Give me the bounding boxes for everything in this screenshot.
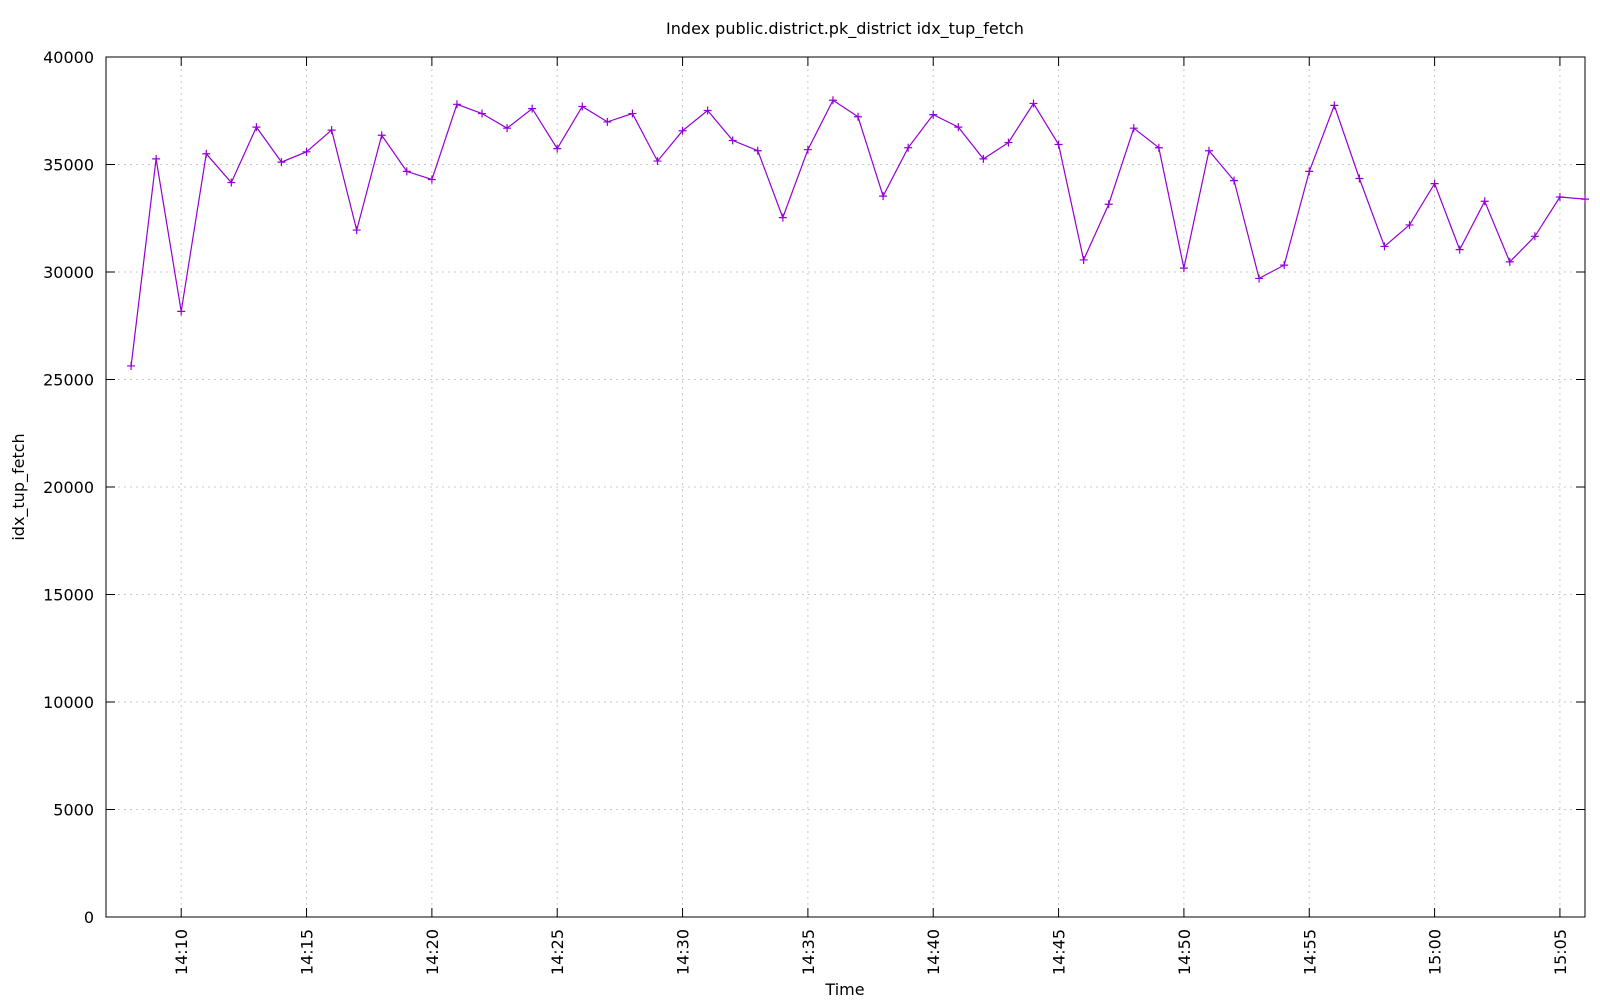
data-point xyxy=(227,178,236,187)
x-tick-label: 14:40 xyxy=(924,929,943,975)
data-point xyxy=(1480,197,1489,206)
data-point xyxy=(377,131,386,140)
y-tick-label: 20000 xyxy=(43,478,94,497)
data-point xyxy=(177,307,186,316)
data-point xyxy=(528,104,537,113)
data-point xyxy=(954,123,963,132)
y-tick-label: 10000 xyxy=(43,693,94,712)
data-point xyxy=(603,117,612,126)
y-axis-label: idx_tup_fetch xyxy=(9,433,29,540)
x-tick-label: 14:30 xyxy=(674,929,693,975)
data-point xyxy=(1305,167,1314,176)
plot-frame xyxy=(105,56,1586,918)
data-point xyxy=(1405,220,1414,229)
y-tick-label: 15000 xyxy=(43,586,94,605)
data-point xyxy=(402,167,411,176)
data-point xyxy=(1330,101,1339,110)
x-tick-label: 14:55 xyxy=(1300,929,1319,975)
x-tick-label: 15:00 xyxy=(1426,929,1445,975)
x-tick-label: 14:15 xyxy=(298,929,317,975)
data-point xyxy=(1581,195,1589,204)
data-point xyxy=(678,126,687,135)
data-point xyxy=(904,143,913,152)
y-tick-label: 30000 xyxy=(43,263,94,282)
x-tick-label: 14:10 xyxy=(172,929,191,975)
data-point xyxy=(653,157,662,166)
data-point xyxy=(803,145,812,154)
data-point xyxy=(277,158,286,167)
data-point xyxy=(1505,257,1514,266)
y-tick-label: 5000 xyxy=(53,801,94,820)
data-point xyxy=(1430,179,1439,188)
data-point xyxy=(302,147,311,156)
data-point xyxy=(854,112,863,121)
data-point xyxy=(1380,242,1389,251)
x-tick-label: 14:25 xyxy=(548,929,567,975)
data-point xyxy=(1054,140,1063,149)
data-point xyxy=(503,124,512,133)
x-tick-label: 14:20 xyxy=(423,929,442,975)
data-point xyxy=(452,100,461,109)
data-point xyxy=(1355,174,1364,183)
data-point xyxy=(703,106,712,115)
data-point xyxy=(879,192,888,201)
data-point xyxy=(1255,274,1264,283)
x-tick-label: 14:35 xyxy=(799,929,818,975)
data-point xyxy=(1029,99,1038,108)
data-point xyxy=(778,213,787,222)
y-tick-label: 40000 xyxy=(43,48,94,67)
data-point xyxy=(352,226,361,235)
data-point xyxy=(728,136,737,145)
data-point xyxy=(1555,192,1564,201)
data-point xyxy=(1179,264,1188,273)
y-tick-label: 0 xyxy=(84,908,94,927)
y-tick-label: 25000 xyxy=(43,371,94,390)
data-point xyxy=(1204,146,1213,155)
data-point xyxy=(427,175,436,184)
x-axis-label: Time xyxy=(824,980,864,999)
data-point xyxy=(929,110,938,119)
data-point xyxy=(979,154,988,163)
data-point xyxy=(1079,255,1088,264)
x-tick-label: 14:45 xyxy=(1050,929,1069,975)
data-point xyxy=(478,109,487,118)
data-point xyxy=(553,144,562,153)
data-point xyxy=(828,96,837,105)
data-point xyxy=(1104,200,1113,209)
x-tick-label: 15:05 xyxy=(1551,929,1570,975)
x-tick-label: 14:50 xyxy=(1175,929,1194,975)
data-point xyxy=(753,146,762,155)
data-point xyxy=(628,109,637,118)
data-point xyxy=(1530,232,1539,241)
data-point xyxy=(1455,245,1464,254)
data-point xyxy=(252,123,261,132)
y-tick-label: 35000 xyxy=(43,156,94,175)
data-point xyxy=(1129,124,1138,133)
chart-title: Index public.district.pk_district idx_tu… xyxy=(666,19,1024,39)
data-point xyxy=(1154,143,1163,152)
data-point xyxy=(1280,261,1289,270)
data-point xyxy=(327,126,336,135)
data-point xyxy=(152,154,161,163)
data-point xyxy=(1230,176,1239,185)
data-point xyxy=(202,149,211,158)
data-point xyxy=(127,361,136,370)
data-point xyxy=(578,102,587,111)
data-point xyxy=(1004,138,1013,147)
